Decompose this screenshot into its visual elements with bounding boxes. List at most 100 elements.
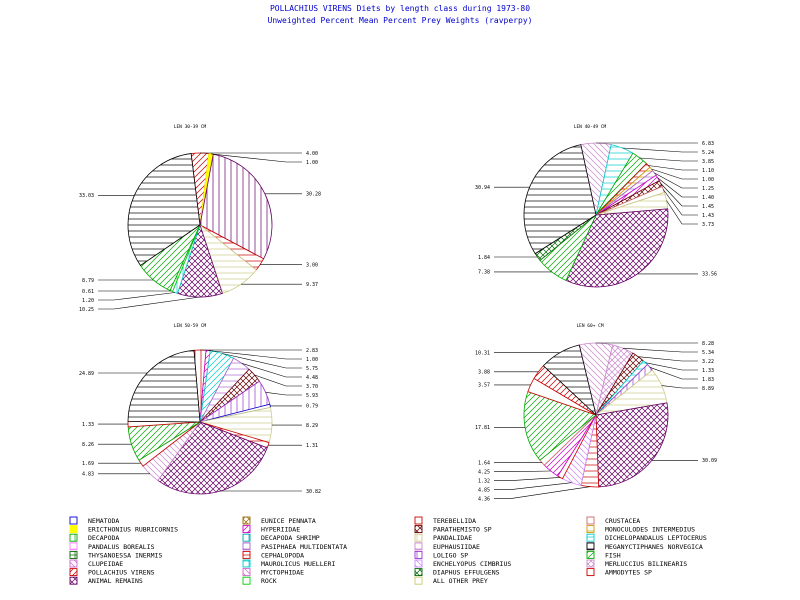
leader-line (639, 157, 698, 162)
legend-swatch (586, 559, 595, 568)
legend-item-parathemisto-sp: PARATHEMISTO SP (414, 525, 492, 534)
data-label: 4.25 (478, 470, 490, 476)
leader-line (494, 486, 590, 500)
leader-line (649, 367, 698, 380)
data-label: 1.00 (702, 177, 714, 183)
leader-line (494, 477, 561, 482)
leader-line (623, 348, 698, 353)
data-label: 1.33 (702, 368, 714, 374)
data-label: 4.83 (82, 472, 94, 478)
legend-item-pollachius-virens: POLLACHIUS VIRENS (69, 568, 155, 577)
data-label: 3.73 (702, 222, 714, 228)
legend-item-cephalopoda: CEPHALOPODA (242, 550, 304, 559)
data-label: 3.70 (306, 384, 318, 390)
leader-line (622, 147, 698, 153)
leader-line (241, 363, 302, 378)
data-label: 9.37 (306, 282, 318, 288)
pie-title: LEN 40-49 CM (574, 124, 607, 130)
legend-swatch (586, 550, 595, 559)
chart-subtitle: Unweighted Percent Mean Percent Prey Wei… (267, 16, 533, 25)
data-label: 4.36 (478, 497, 490, 503)
legend-item-maurolicus-muelleri: MAUROLICUS MUELLERI (242, 559, 335, 568)
data-label: 30.28 (306, 192, 321, 198)
data-label: 3.00 (306, 262, 318, 268)
leader-line (208, 350, 302, 360)
legend-swatch (242, 542, 251, 551)
legend-swatch (586, 533, 595, 542)
data-label: 2.83 (306, 348, 318, 354)
legend-item-pasiphaea-multidentata: PASIPHAEA MULTIDENTATA (242, 542, 347, 551)
data-label: 0.61 (82, 289, 94, 295)
legend-label: MYCTOPHIDAE (261, 569, 304, 577)
pie-chart-3: LEN 50-59 CM 2.83 1.00 5.75 4.48 3.70 5.93 0.79… (79, 323, 321, 495)
legend-item-euphausiidae: EUPHAUSIIDAE (414, 542, 480, 551)
leader-line (638, 356, 698, 362)
leader-line (494, 482, 572, 491)
legend-item-thysanoessa-inermis: THYSANOESSA INERMIS (69, 550, 162, 559)
legend-label: POLLACHIUS VIRENS (88, 569, 155, 577)
data-label: 17.81 (475, 425, 490, 431)
legend-swatch (242, 576, 251, 585)
pie-slice-fish (523, 391, 597, 461)
pie-slice-animal-remains (595, 402, 669, 488)
legend-item-eunice-pennata: EUNICE PENNATA (242, 516, 316, 525)
legend-item-loligo-sp: LOLIGO SP (414, 550, 468, 559)
legend-swatch (242, 516, 251, 525)
legend-item-all-other-prey: ALL OTHER PREY (414, 576, 488, 585)
legend-swatch (242, 559, 251, 568)
leader-line (648, 165, 698, 171)
data-label: 10.31 (475, 351, 490, 357)
legend-swatch (414, 568, 423, 577)
data-label: 3.88 (478, 370, 490, 376)
leader-line (98, 292, 176, 301)
data-label: 1.40 (702, 195, 714, 201)
legend-swatch (69, 568, 78, 577)
data-label: 0.79 (306, 404, 318, 410)
legend-label: MEGANYCTIPHANES NORVEGICA (605, 543, 703, 551)
data-label: 4.00 (306, 151, 318, 157)
legend-label: LOLIGO SP (433, 551, 468, 559)
data-label: 8.89 (702, 386, 714, 392)
legend-item-dichelopandalus-leptocerus: DICHELOPANDALUS LEPTOCERUS (586, 533, 707, 542)
legend-label: ANIMAL REMAINS (88, 577, 143, 585)
data-label: 1.83 (702, 377, 714, 383)
leader-line (651, 168, 698, 180)
data-label: 1.20 (82, 298, 94, 304)
leader-line (663, 189, 698, 216)
legend-label: ENCHELYOPUS CIMBRIUS (433, 560, 511, 568)
leader-line (211, 153, 302, 163)
legend-item-enchelyopus-cimbrius: ENCHELYOPUS CIMBRIUS (414, 559, 511, 568)
legend-swatch (69, 542, 78, 551)
legend-item-pandalus-borealis: PANDALUS BOREALIS (69, 542, 155, 551)
legend-label: CLUPEIDAE (88, 560, 123, 568)
data-label: 7.38 (478, 270, 490, 276)
data-label: 10.25 (79, 307, 94, 313)
data-label: 1.25 (702, 186, 714, 192)
data-label: 3.22 (702, 359, 714, 365)
legend-swatch (414, 533, 423, 542)
legend-label: TEREBELLIDA (433, 517, 476, 525)
legend-label: ROCK (261, 577, 277, 585)
legend-swatch (586, 568, 595, 577)
data-label: 5.34 (702, 350, 714, 356)
legend-swatch (69, 525, 78, 534)
data-label: 8.26 (82, 442, 94, 448)
pie-slice-meganyctiphanes-norvegica (542, 344, 597, 417)
leader-line (98, 296, 201, 310)
legend-swatch (414, 576, 423, 585)
data-label: 1.31 (306, 443, 318, 449)
data-label: 30.82 (306, 489, 321, 495)
legend-label: HYPERIIDAE (261, 526, 300, 534)
legend-item-fish: FISH (586, 550, 621, 559)
legend-swatch (69, 559, 78, 568)
data-label: 5.75 (306, 366, 318, 372)
pie-slice-meganyctiphanes-norvegica (127, 153, 201, 267)
legend-label: PANDALUS BOREALIS (88, 543, 155, 551)
legend-label: EUNICE PENNATA (261, 517, 316, 525)
data-label: 3.57 (478, 383, 490, 389)
legend-label: DECAPODA SHRIMP (261, 534, 320, 542)
leader-line (265, 392, 302, 396)
legend-item-diaphus-effulgens: DIAPHUS EFFULGENS (414, 568, 500, 577)
leader-line (254, 374, 302, 387)
